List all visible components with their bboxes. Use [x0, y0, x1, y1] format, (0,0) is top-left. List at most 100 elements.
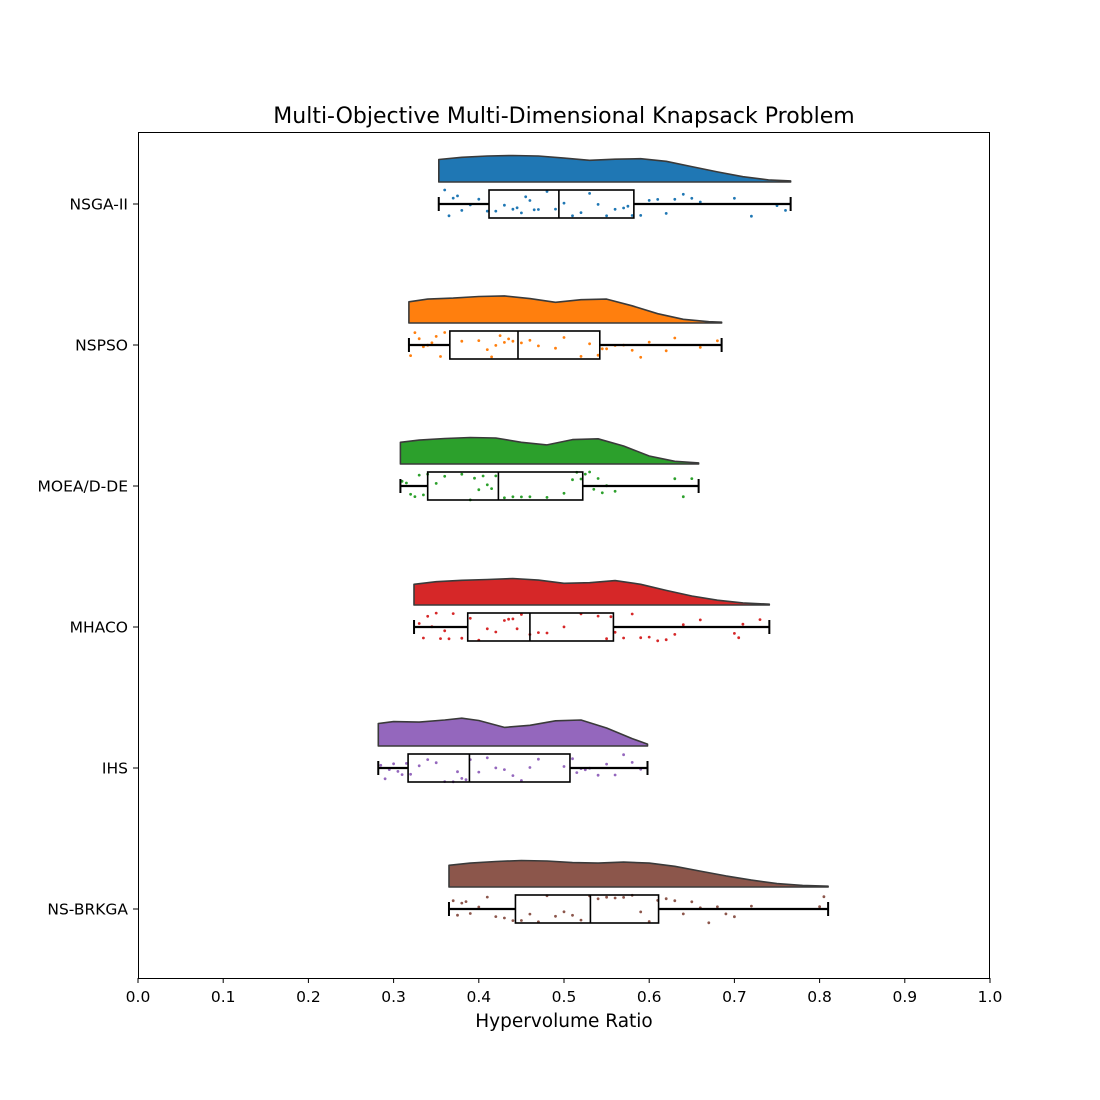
point-ns-brkga [503, 916, 506, 920]
point-nsga-ii [451, 196, 455, 200]
point-nspso [579, 355, 583, 358]
point-mhaco [503, 619, 506, 622]
point-nspso [494, 344, 498, 347]
point-ns-brkga [511, 919, 515, 922]
point-mhaco [639, 636, 643, 640]
point-ns-brkga [673, 899, 677, 903]
point-ns-brkga [554, 914, 557, 918]
point-ihs [426, 758, 430, 761]
point-moea-d-de [520, 495, 523, 499]
point-moea-d-de [690, 477, 694, 480]
x-tick-label: 0.2 [296, 988, 321, 1006]
point-nsga-ii [562, 201, 566, 205]
point-nsga-ii [656, 198, 660, 201]
box-moea-d-de [426, 471, 584, 501]
point-nsga-ii [664, 212, 668, 215]
point-mhaco [468, 616, 472, 620]
point-nsga-ii [532, 208, 536, 212]
y-tick-label-nsga-ii: NSGA-II [70, 196, 128, 214]
x-tick-label: 0.7 [722, 988, 747, 1006]
point-nsga-ii [698, 200, 702, 204]
point-mhaco [511, 617, 515, 621]
point-nspso [430, 341, 434, 345]
x-tick-label: 0.6 [637, 988, 662, 1006]
point-nspso [537, 344, 540, 348]
point-nspso [647, 340, 651, 344]
point-mhaco [439, 637, 442, 640]
point-ns-brkga [716, 905, 719, 909]
box-nspso [449, 330, 601, 360]
point-moea-d-de [443, 474, 447, 478]
point-ns-brkga [622, 896, 625, 899]
point-mhaco [537, 631, 540, 634]
point-mhaco [605, 637, 608, 641]
point-moea-d-de [562, 491, 566, 495]
point-mhaco [673, 633, 677, 636]
point-ihs [494, 766, 498, 770]
y-tick-label-ihs: IHS [102, 760, 128, 778]
point-ihs [460, 777, 464, 780]
point-nsga-ii [733, 196, 736, 200]
point-moea-d-de [409, 492, 412, 496]
point-moea-d-de [405, 481, 408, 485]
box-nsga-ii [488, 189, 635, 219]
box-mhaco [466, 612, 615, 642]
point-nsga-ii [524, 195, 528, 199]
point-moea-d-de [477, 488, 481, 492]
point-ns-brkga [639, 910, 643, 914]
point-mhaco [494, 630, 498, 634]
point-nspso [409, 354, 412, 357]
point-nsga-ii [639, 214, 643, 217]
x-tick-label: 1.0 [978, 988, 1003, 1006]
point-nsga-ii [503, 203, 506, 207]
point-ihs [383, 777, 387, 781]
point-ihs [405, 762, 408, 765]
x-tick-label: 0.9 [892, 988, 917, 1006]
point-nspso [520, 341, 523, 345]
series-mhaco [413, 577, 771, 643]
point-ns-brkga [562, 910, 566, 914]
point-ns-brkga [707, 921, 711, 925]
point-nspso [413, 331, 417, 334]
point-nspso [511, 339, 515, 343]
point-nspso [498, 334, 502, 337]
plot-frame [138, 132, 990, 979]
box-ns-brkga [514, 894, 660, 924]
point-ns-brkga [494, 915, 498, 918]
point-mhaco [630, 612, 634, 616]
point-ns-brkga [451, 899, 455, 903]
point-mhaco [647, 635, 651, 639]
point-nsga-ii [681, 192, 685, 196]
point-nspso [528, 338, 532, 342]
point-nspso [443, 331, 447, 334]
point-ns-brkga [571, 913, 574, 917]
point-ihs [485, 756, 489, 760]
point-moea-d-de [485, 483, 489, 487]
point-ihs [464, 778, 468, 782]
point-mhaco [737, 636, 741, 640]
point-nsga-ii [596, 203, 600, 206]
point-mhaco [733, 632, 736, 635]
point-mhaco [447, 637, 451, 641]
point-nspso [507, 337, 510, 341]
point-mhaco [545, 631, 549, 635]
point-nsga-ii [511, 207, 515, 211]
point-nspso [562, 336, 566, 339]
x-tick-label: 0.5 [552, 988, 577, 1006]
point-nspso [716, 339, 719, 343]
point-mhaco [515, 627, 519, 631]
series-ns-brkga [447, 859, 830, 925]
chart-title: Multi-Objective Multi-Dimensional Knapsa… [273, 104, 854, 129]
point-moea-d-de [413, 495, 417, 498]
y-tick-label-mhaco: MHACO [70, 619, 128, 637]
point-mhaco [609, 615, 613, 619]
point-ihs [537, 757, 540, 761]
point-ihs [630, 761, 634, 764]
point-mhaco [681, 623, 685, 627]
point-ihs [379, 763, 383, 767]
point-nsga-ii [613, 207, 617, 211]
point-ihs [571, 757, 574, 761]
point-nsga-ii [626, 204, 630, 208]
point-ns-brkga [468, 912, 472, 915]
point-moea-d-de [579, 477, 583, 481]
